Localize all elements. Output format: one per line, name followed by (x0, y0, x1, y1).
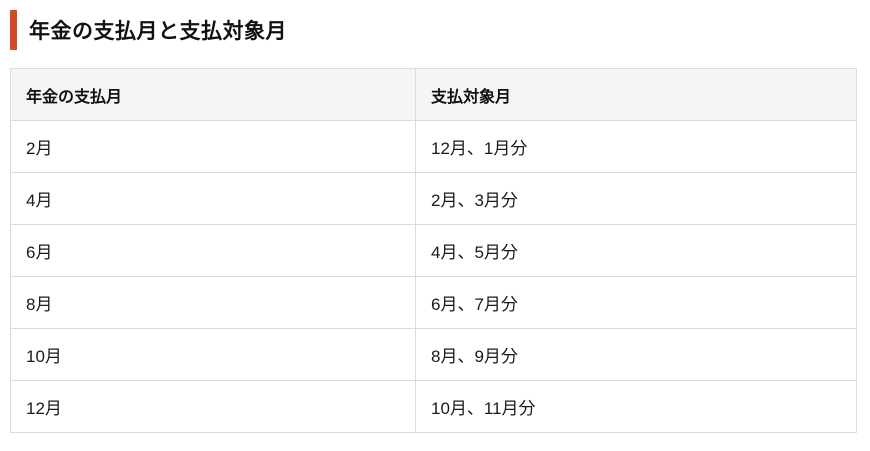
page-title: 年金の支払月と支払対象月 (29, 20, 287, 43)
table-row: 10月 8月、9月分 (10, 328, 857, 381)
target-month-cell: 2月、3月分 (415, 172, 857, 225)
section-heading: 年金の支払月と支払対象月 (10, 10, 860, 50)
payment-month-cell: 10月 (10, 328, 416, 381)
table-row: 8月 6月、7月分 (10, 276, 857, 329)
pension-payment-table: 年金の支払月 支払対象月 2月 12月、1月分 4月 2月、3月分 6月 4月、… (10, 68, 857, 433)
target-month-cell: 8月、9月分 (415, 328, 857, 381)
target-month-cell: 6月、7月分 (415, 276, 857, 329)
payment-month-cell: 8月 (10, 276, 416, 329)
column-header-payment-month: 年金の支払月 (10, 68, 416, 121)
target-month-cell: 4月、5月分 (415, 224, 857, 277)
target-month-cell: 12月、1月分 (415, 120, 857, 173)
heading-accent-bar (10, 10, 17, 50)
table-header-row: 年金の支払月 支払対象月 (10, 68, 857, 121)
table-row: 6月 4月、5月分 (10, 224, 857, 277)
payment-month-cell: 2月 (10, 120, 416, 173)
table-row: 4月 2月、3月分 (10, 172, 857, 225)
table-row: 2月 12月、1月分 (10, 120, 857, 173)
payment-month-cell: 12月 (10, 380, 416, 433)
target-month-cell: 10月、11月分 (415, 380, 857, 433)
table-row: 12月 10月、11月分 (10, 380, 857, 433)
payment-month-cell: 6月 (10, 224, 416, 277)
column-header-target-month: 支払対象月 (415, 68, 857, 121)
payment-month-cell: 4月 (10, 172, 416, 225)
